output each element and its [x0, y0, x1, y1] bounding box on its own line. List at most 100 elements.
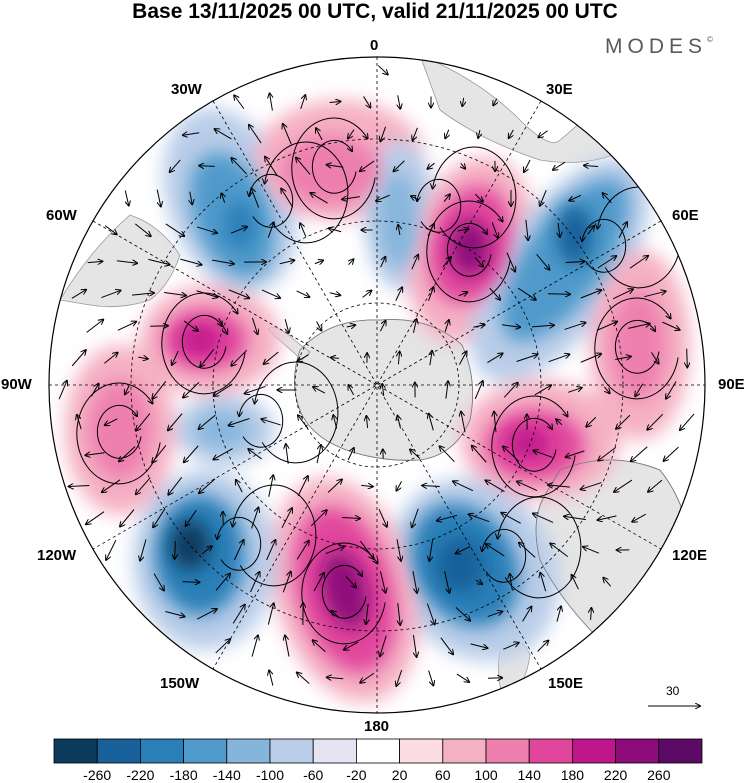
wind-arrow	[269, 670, 274, 686]
wind-arrow	[261, 419, 281, 426]
colorbar-swatch	[485, 738, 530, 764]
wind-arrow	[395, 287, 402, 301]
wind-arrow	[270, 93, 273, 111]
wind-arrow	[380, 126, 387, 142]
wind-arrow	[327, 480, 342, 493]
wind-arrow	[631, 446, 648, 462]
wind-arrow	[413, 635, 416, 657]
wind-arrow	[231, 158, 247, 175]
wind-arrow	[628, 324, 649, 329]
wind-arrow	[429, 414, 434, 431]
wind-arrow	[346, 325, 355, 327]
wind-arrow	[327, 165, 344, 168]
streamline	[96, 404, 142, 459]
streamline	[582, 218, 627, 273]
colorbar	[53, 738, 703, 764]
wind-arrow	[540, 190, 547, 206]
wind-arrow	[106, 539, 117, 560]
wind-arrow	[104, 225, 117, 235]
wind-arrow	[296, 290, 310, 297]
colorbar-swatch	[442, 738, 487, 764]
wind-arrow	[120, 509, 135, 526]
wind-arrow	[77, 415, 82, 430]
wind-arrow	[183, 133, 200, 135]
wind-arrow	[197, 609, 217, 620]
wind-arrow	[540, 573, 547, 592]
wind-arrow	[347, 448, 354, 461]
colorbar-swatch	[528, 738, 573, 764]
wind-arrow	[475, 193, 482, 202]
wind-arrow	[329, 101, 341, 102]
wind-arrow	[104, 353, 117, 364]
wind-arrow	[136, 413, 151, 430]
wind-arrow	[524, 159, 531, 172]
wind-arrow	[168, 413, 183, 431]
wind-arrow	[635, 383, 644, 396]
wind-arrow	[461, 412, 466, 433]
wind-arrow	[183, 320, 198, 331]
wind-arrow	[182, 582, 200, 583]
wind-arrow	[461, 162, 465, 168]
wind-arrow	[201, 546, 212, 555]
wind-arrow	[116, 261, 137, 263]
wind-arrow	[156, 189, 161, 207]
wind-arrow	[279, 260, 295, 264]
streamline	[265, 141, 349, 244]
colorbar-swatch	[615, 738, 660, 764]
wind-arrow	[586, 416, 597, 427]
colorbar-swatch	[312, 738, 357, 764]
wind-arrow	[564, 516, 586, 521]
wind-arrow	[125, 190, 129, 205]
wind-arrow	[297, 476, 308, 497]
wind-arrow	[597, 256, 616, 269]
wind-arrow	[394, 160, 405, 172]
wind-arrow	[310, 510, 326, 527]
wind-arrow	[428, 670, 434, 686]
wind-arrow	[517, 287, 536, 300]
wind-arrow	[556, 419, 563, 426]
wind-arrow	[519, 543, 536, 558]
wind-arrow	[281, 189, 294, 208]
wind-arrow	[297, 672, 310, 684]
streamline	[426, 200, 511, 303]
wind-arrow	[327, 677, 344, 678]
wind-arrow	[329, 228, 342, 232]
wind-arrow	[234, 95, 245, 109]
label-120w: 120W	[37, 547, 77, 564]
colorbar-tick-label: 60	[435, 767, 451, 783]
wind-arrow	[379, 321, 385, 332]
wind-arrow	[580, 290, 601, 299]
label-30w: 30W	[171, 81, 202, 98]
wind-arrow	[249, 125, 262, 144]
wind-arrow	[382, 384, 383, 397]
wind-arrow	[662, 321, 679, 330]
colorbar-swatch	[269, 738, 314, 764]
wind-arrow	[148, 258, 169, 264]
wind-arrow	[230, 227, 247, 234]
wind-arrow	[267, 603, 273, 625]
wind-arrow	[680, 413, 695, 430]
wind-arrow	[456, 546, 471, 554]
wind-arrow	[376, 194, 391, 201]
wind-arrow	[398, 352, 399, 365]
wind-arrow	[462, 97, 463, 106]
wind-arrow	[486, 480, 505, 493]
wind-arrow	[550, 543, 569, 558]
colorbar-swatch	[183, 738, 228, 764]
colorbar-swatch	[572, 738, 617, 764]
wind-arrow	[445, 320, 449, 333]
label-90e: 90E	[718, 376, 745, 393]
label-30e: 30E	[546, 81, 573, 98]
wind-arrow	[134, 223, 150, 236]
wind-arrow	[506, 252, 515, 272]
wind-arrow	[87, 261, 103, 262]
wind-arrow	[587, 226, 594, 235]
reference-vector-label: 30	[666, 684, 680, 698]
wind-arrow	[165, 223, 184, 236]
wind-arrow	[553, 161, 566, 170]
wind-arrow	[329, 293, 340, 296]
wind-arrow	[612, 289, 633, 300]
wind-arrow	[325, 546, 344, 555]
wind-arrow	[412, 571, 417, 593]
wind-arrow	[341, 518, 360, 519]
